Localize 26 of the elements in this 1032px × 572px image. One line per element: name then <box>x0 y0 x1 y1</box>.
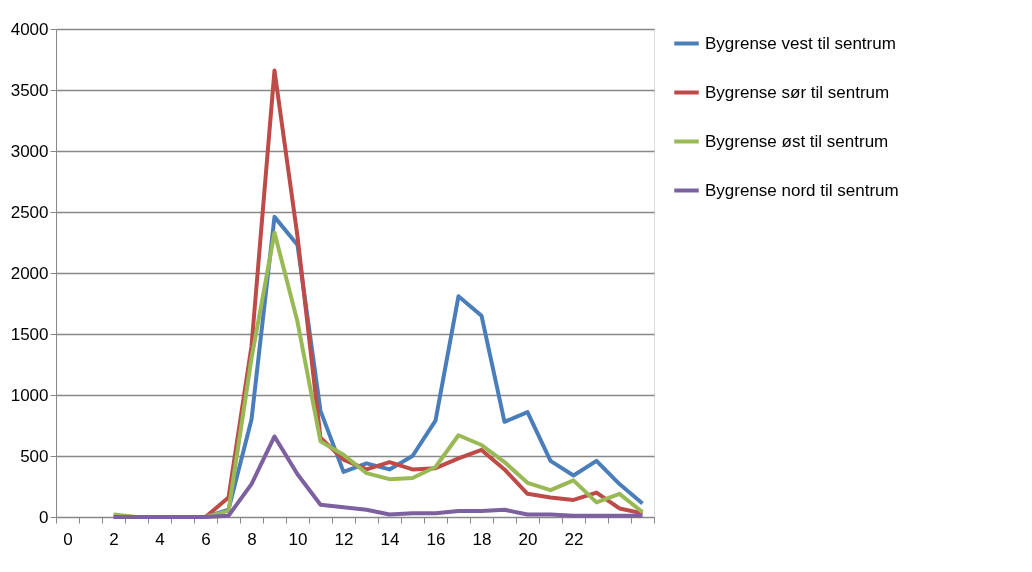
y-tick-label: 3500 <box>10 80 49 100</box>
x-tick-label: 10 <box>288 529 308 549</box>
x-tick-label: 22 <box>564 529 584 549</box>
y-tick-label: 1000 <box>10 385 49 405</box>
line-series <box>111 434 645 519</box>
y-tick-label: 1500 <box>10 324 49 344</box>
y-tick-label: 2000 <box>10 263 49 283</box>
y-tick-label: 0 <box>39 507 49 527</box>
x-tick-label: 8 <box>247 529 257 549</box>
legend-label: Bygrense sør til sentrum <box>705 82 890 102</box>
legend-label: Bygrense nord til sentrum <box>705 180 899 200</box>
y-tick-label: 4000 <box>10 19 49 39</box>
x-tick-label: 18 <box>472 529 492 549</box>
legend-label: Bygrense vest til sentrum <box>705 33 896 53</box>
x-tick-label: 4 <box>155 529 165 549</box>
y-tick-label: 2500 <box>10 202 49 222</box>
x-tick-label: 6 <box>201 529 211 549</box>
x-tick-label: 12 <box>334 529 354 549</box>
y-tick-label: 500 <box>20 446 49 466</box>
x-tick-label: 20 <box>518 529 538 549</box>
x-tick-label: 14 <box>380 529 400 549</box>
x-tick-label: 2 <box>109 529 119 549</box>
legend-label: Bygrense øst til sentrum <box>705 131 889 151</box>
x-tick-label: 16 <box>426 529 446 549</box>
y-tick-label: 3000 <box>10 141 49 161</box>
x-tick-label: 0 <box>63 529 73 549</box>
